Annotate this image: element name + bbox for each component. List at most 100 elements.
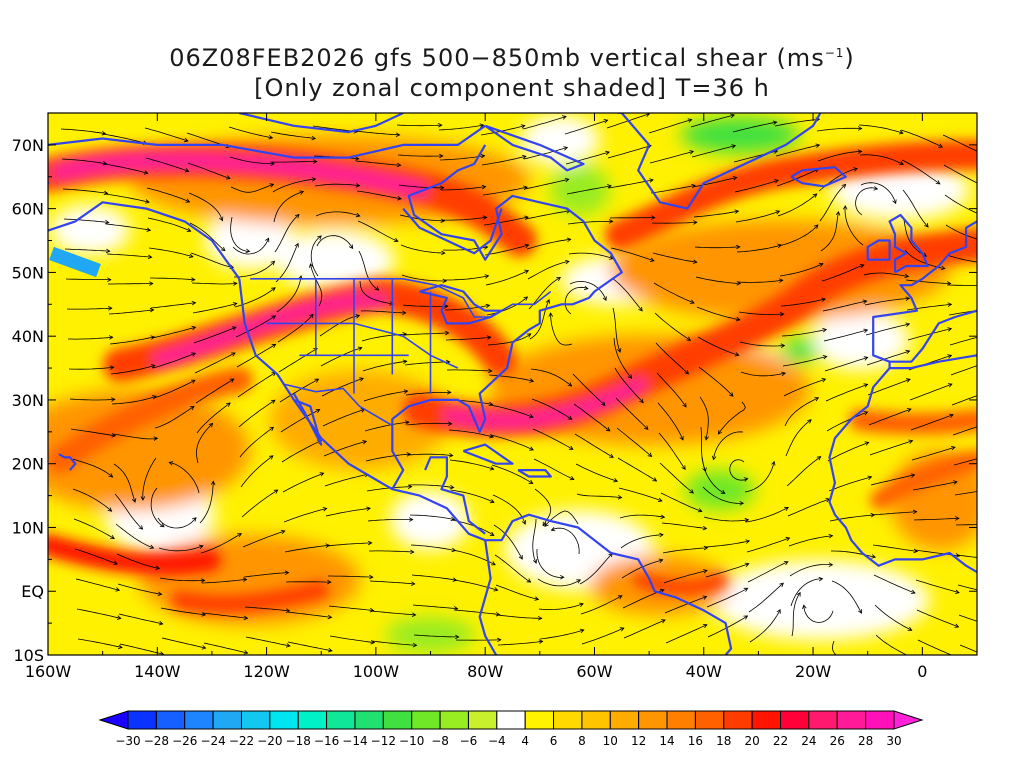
streamline	[531, 398, 573, 420]
streamline-arrow	[649, 178, 654, 183]
streamline	[831, 550, 876, 558]
streamline	[275, 243, 299, 283]
streamline	[71, 458, 113, 478]
streamline	[616, 427, 652, 457]
streamline-arrow	[534, 596, 540, 601]
lon-label: 100W	[353, 662, 400, 681]
streamline-arrow	[313, 159, 318, 164]
streamline	[786, 456, 821, 487]
streamline	[704, 540, 750, 548]
streamline-arrow	[692, 259, 698, 264]
streamline-arrow	[189, 405, 195, 411]
streamline	[230, 183, 274, 193]
streamline	[62, 188, 108, 194]
border-segment	[266, 322, 459, 369]
streamline-arrow	[651, 215, 656, 220]
streamline-arrow	[444, 304, 449, 309]
streamline-arrow	[489, 466, 495, 471]
streamline	[749, 609, 781, 643]
lat-label: 70N	[12, 136, 44, 155]
streamline-arrow	[311, 177, 317, 182]
streamline	[487, 333, 532, 346]
streamline-arrow	[309, 263, 314, 268]
colorbar-swatch	[751, 710, 782, 730]
streamline-arrow	[991, 420, 995, 424]
streamline	[777, 193, 818, 217]
streamline	[912, 481, 958, 491]
streamline-arrow	[242, 577, 248, 582]
streamline-arrow	[562, 115, 567, 120]
streamline	[529, 299, 550, 340]
streamline-arrow	[528, 413, 534, 419]
streamline-arrow	[735, 316, 741, 322]
streamline-arrow	[489, 531, 495, 536]
streamline-arrow	[732, 176, 738, 181]
streamline	[573, 403, 611, 432]
streamline	[73, 518, 115, 539]
lon-label: 160W	[25, 662, 72, 681]
streamline	[188, 192, 223, 221]
streamline-arrow	[157, 591, 163, 596]
streamline	[110, 365, 156, 375]
coastlines	[48, 113, 977, 655]
streamline-arrow	[910, 473, 916, 478]
streamline	[740, 371, 786, 377]
streamline	[825, 383, 868, 402]
streamline-arrow	[775, 210, 781, 215]
streamline	[483, 216, 529, 226]
streamline-arrow	[107, 507, 113, 512]
coastline-segment	[58, 453, 77, 471]
streamline	[566, 185, 612, 195]
streamline	[232, 238, 269, 255]
streamline-arrow	[113, 560, 118, 565]
streamline-arrow	[446, 390, 452, 395]
colorbar-label: 8	[578, 734, 586, 748]
streamline	[953, 458, 977, 466]
streamline	[860, 182, 897, 204]
streamline-arrow	[280, 529, 286, 535]
streamline	[316, 235, 354, 249]
streamline	[235, 315, 276, 338]
streamline-arrow	[150, 335, 156, 340]
colorbar-swatch	[865, 710, 895, 730]
streamline-arrow	[649, 257, 655, 262]
streamline-arrow	[728, 392, 734, 397]
streamline-arrow	[367, 540, 373, 546]
streamline	[493, 524, 523, 560]
streamline-arrow	[998, 659, 1002, 663]
streamline-arrow	[445, 330, 450, 336]
streamline-arrow	[660, 514, 666, 519]
streamline	[906, 303, 952, 311]
streamline	[718, 401, 746, 435]
streamline-arrow	[366, 506, 371, 512]
streamline	[364, 421, 409, 432]
streamline-arrow	[232, 281, 238, 286]
streamline	[745, 507, 789, 523]
streamline-arrow	[807, 419, 812, 424]
streamline	[551, 527, 580, 555]
streamline	[63, 218, 109, 223]
streamline	[326, 542, 372, 547]
streamline-arrow	[231, 352, 236, 357]
streamline	[116, 553, 160, 569]
streamline	[357, 220, 399, 242]
streamline-arrow	[448, 452, 454, 458]
colorbar-swatch	[269, 710, 299, 730]
streamline-arrow	[362, 440, 368, 445]
lat-label: EQ	[21, 582, 44, 601]
streamline-arrow	[544, 522, 549, 528]
streamline	[404, 361, 450, 366]
streamline	[441, 216, 487, 221]
streamline	[576, 493, 622, 498]
streamline	[866, 350, 910, 366]
streamline-arrow	[284, 570, 290, 576]
streamline-arrow	[989, 283, 993, 287]
streamline	[243, 572, 289, 578]
streamline	[607, 145, 652, 159]
streamline-arrow	[947, 354, 953, 359]
streamline	[775, 144, 820, 157]
colorbar-swatch	[354, 710, 384, 730]
streamline	[193, 326, 237, 344]
colorbar-arrow-left	[98, 710, 129, 730]
streamline	[907, 328, 952, 341]
